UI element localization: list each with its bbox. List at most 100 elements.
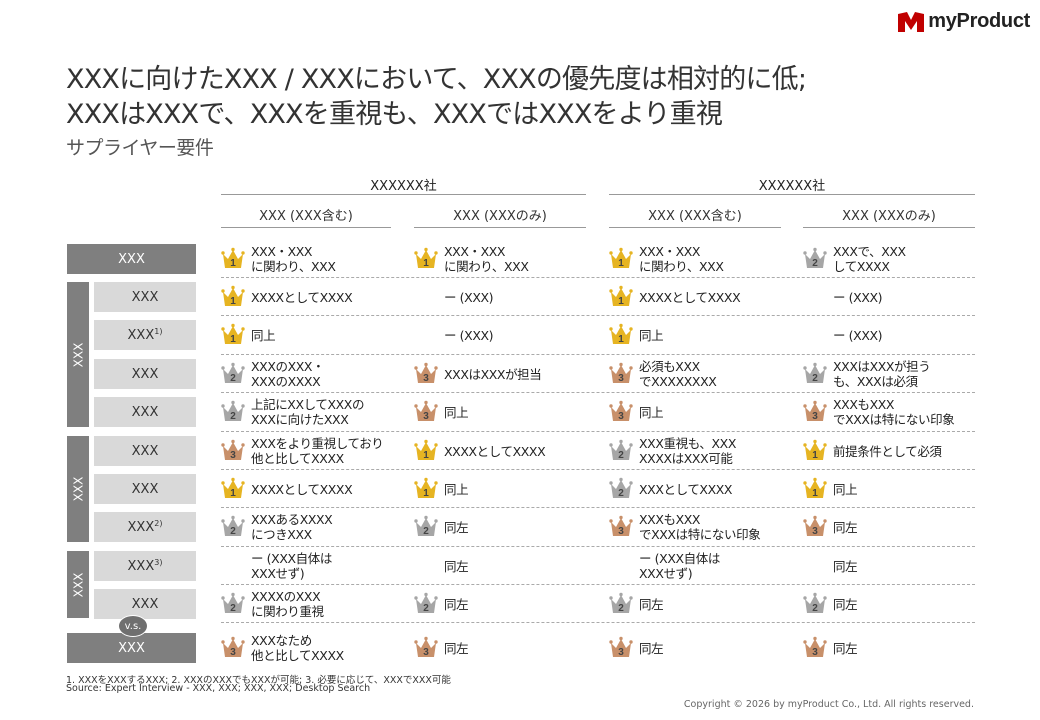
cell-text: XXXXとしてXXXX bbox=[639, 289, 741, 305]
table-cell: 1 XXX・XXX に関わり、XXX bbox=[414, 244, 586, 274]
cell-text: 同左 bbox=[833, 558, 858, 574]
table-cell: ー (XXX) bbox=[803, 282, 975, 312]
crown-rank-1-icon: 1 bbox=[221, 285, 245, 307]
svg-text:2: 2 bbox=[230, 373, 236, 384]
crown-rank-3-icon: 3 bbox=[803, 636, 827, 658]
group-label-3: XXX bbox=[67, 551, 89, 618]
row-separator bbox=[221, 546, 975, 547]
row-separator bbox=[221, 354, 975, 355]
cell-text: XXXのXXX・ XXXのXXXX bbox=[251, 359, 325, 389]
row-label-11: XXX bbox=[67, 633, 196, 663]
cell-text: XXXで、XXX してXXXX bbox=[833, 244, 906, 274]
cell-text: ー (XXX自体は XXXせず) bbox=[251, 551, 332, 581]
table-cell: 1 XXXXとしてXXXX bbox=[221, 474, 391, 504]
company-header-1: XXXXXX社 bbox=[370, 179, 437, 194]
svg-text:1: 1 bbox=[423, 488, 429, 499]
table-cell: 3 XXXもXXX でXXXは特にない印象 bbox=[609, 512, 781, 542]
row-label-8: XXX 2) bbox=[94, 512, 196, 542]
table-cell: 2 XXXはXXXが担う も、XXXは必須 bbox=[803, 359, 975, 389]
column-divider-2 bbox=[414, 227, 586, 228]
crown-rank-2-icon: 2 bbox=[221, 400, 245, 422]
crown-rank-3-icon: 3 bbox=[414, 362, 438, 384]
crown-rank-1-icon: 1 bbox=[221, 477, 245, 499]
cell-text: 同上 bbox=[251, 327, 276, 343]
cell-text: XXX・XXX に関わり、XXX bbox=[444, 244, 529, 274]
svg-text:3: 3 bbox=[812, 526, 818, 537]
row-separator bbox=[221, 469, 975, 470]
group-label-1: XXX bbox=[67, 282, 89, 427]
table-cell: ー (XXX) bbox=[803, 320, 975, 350]
cell-text: 同上 bbox=[833, 481, 858, 497]
table-cell: 1 前提条件として必須 bbox=[803, 436, 975, 466]
table-cell: 3 XXXもXXX でXXXは特にない印象 bbox=[803, 397, 975, 427]
cell-text: XXXをより重視しており 他と比してXXXX bbox=[251, 436, 384, 466]
svg-text:3: 3 bbox=[230, 450, 236, 461]
page-title-line-2: XXXはXXXで、XXXを重視も、XXXではXXXをより重視 bbox=[66, 99, 723, 130]
row-label-10: XXX bbox=[94, 589, 196, 619]
row-label-4: XXX bbox=[94, 359, 196, 389]
cell-text: XXXXのXXX に関わり重視 bbox=[251, 589, 324, 619]
crown-rank-3-icon: 3 bbox=[609, 362, 633, 384]
table-cell: 2 同左 bbox=[414, 589, 586, 619]
svg-text:3: 3 bbox=[618, 647, 624, 658]
crown-rank-1-icon: 1 bbox=[414, 247, 438, 269]
table-cell: 3 同左 bbox=[414, 633, 586, 663]
column-divider-3 bbox=[609, 227, 781, 228]
table-cell: ー (XXX) bbox=[414, 320, 586, 350]
crown-rank-3-icon: 3 bbox=[609, 636, 633, 658]
cell-text: 同左 bbox=[444, 558, 469, 574]
table-cell: 同左 bbox=[414, 551, 586, 581]
table-cell: 2 同左 bbox=[803, 589, 975, 619]
column-header-1: XXX (XXX含む) bbox=[259, 209, 353, 224]
crown-placeholder bbox=[803, 323, 827, 347]
cell-text: 同上 bbox=[639, 327, 664, 343]
svg-text:3: 3 bbox=[423, 373, 429, 384]
row-label-3: XXX 1) bbox=[94, 320, 196, 350]
crown-rank-1-icon: 1 bbox=[414, 477, 438, 499]
table-cell: 2 XXXで、XXX してXXXX bbox=[803, 244, 975, 274]
table-cell: 3 同上 bbox=[609, 397, 781, 427]
crown-placeholder bbox=[414, 554, 438, 578]
crown-rank-1-icon: 1 bbox=[414, 439, 438, 461]
table-cell: 1 XXXXとしてXXXX bbox=[414, 436, 586, 466]
cell-text: 同左 bbox=[639, 640, 664, 656]
row-separator bbox=[221, 277, 975, 278]
footnote: 1. XXXをXXXするXXX; 2. XXXのXXXでもXXXが可能; 3. … bbox=[66, 675, 451, 686]
svg-text:1: 1 bbox=[618, 334, 624, 345]
cell-text: ー (XXX) bbox=[444, 327, 494, 343]
table-cell: ー (XXX) bbox=[414, 282, 586, 312]
svg-text:2: 2 bbox=[812, 258, 818, 269]
table-cell: 2 同左 bbox=[609, 589, 781, 619]
crown-placeholder bbox=[803, 554, 827, 578]
table-cell: 1 同上 bbox=[221, 320, 391, 350]
vs-badge: v.s. bbox=[118, 615, 148, 637]
copyright: Copyright © 2026 by myProduct Co., Ltd. … bbox=[683, 699, 974, 710]
crown-rank-3-icon: 3 bbox=[609, 515, 633, 537]
table-cell: 3 同左 bbox=[803, 633, 975, 663]
cell-text: ー (XXX自体は XXXせず) bbox=[639, 551, 720, 581]
table-cell: 2 同左 bbox=[414, 512, 586, 542]
group-label-2: XXX bbox=[67, 436, 89, 542]
cell-text: XXXはXXXが担う も、XXXは必須 bbox=[833, 359, 931, 389]
crown-rank-3-icon: 3 bbox=[803, 400, 827, 422]
page-title: XXXに向けたXXX / XXXにおいて、XXXの優先度は相対的に低; XXXは… bbox=[66, 62, 807, 132]
table-cell: 2 XXXXのXXX に関わり重視 bbox=[221, 589, 391, 619]
cell-text: XXXXとしてXXXX bbox=[251, 481, 353, 497]
row-label-1: XXX bbox=[67, 244, 196, 274]
row-label-9: XXX 3) bbox=[94, 551, 196, 581]
company-header-2: XXXXXX社 bbox=[758, 179, 826, 194]
crown-rank-3-icon: 3 bbox=[221, 636, 245, 658]
cell-text: 同上 bbox=[639, 404, 664, 420]
svg-text:3: 3 bbox=[618, 373, 624, 384]
crown-rank-2-icon: 2 bbox=[609, 477, 633, 499]
table-cell: 3 XXXはXXXが担当 bbox=[414, 359, 586, 389]
cell-text: XXXXとしてXXXX bbox=[444, 443, 546, 459]
cell-text: 必須もXXX でXXXXXXXX bbox=[639, 359, 717, 389]
cell-text: 同左 bbox=[639, 596, 664, 612]
cell-text: XXXもXXX でXXXは特にない印象 bbox=[639, 512, 761, 542]
svg-text:3: 3 bbox=[812, 647, 818, 658]
crown-rank-2-icon: 2 bbox=[414, 592, 438, 614]
row-separator bbox=[221, 507, 975, 508]
crown-rank-1-icon: 1 bbox=[609, 285, 633, 307]
crown-rank-1-icon: 1 bbox=[609, 323, 633, 345]
